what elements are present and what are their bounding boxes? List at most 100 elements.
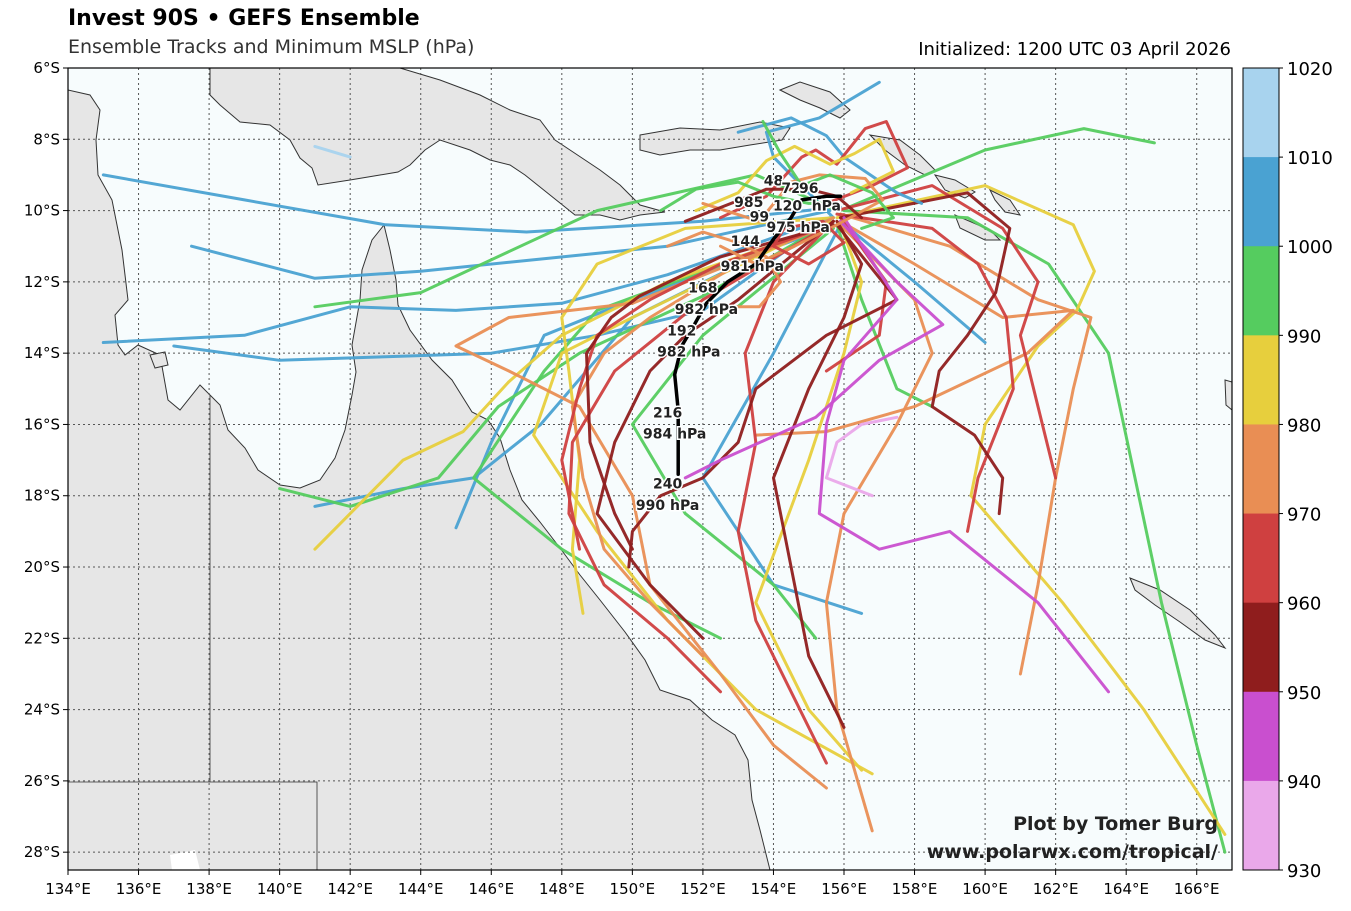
lon-tick-label: 166°E [1174, 880, 1220, 898]
ensemble-track-line [585, 223, 835, 551]
colorbar-segment [1243, 246, 1279, 336]
mean-track-label: 982 hPa [657, 345, 720, 361]
mean-track-label: 192 [667, 323, 696, 339]
lon-tick-label: 160°E [962, 880, 1008, 898]
colorbar-label: 1010 [1287, 148, 1333, 169]
mean-track-label: 985 [734, 195, 763, 211]
ensemble-track-line [839, 127, 1156, 213]
colorbar-label: 940 [1287, 772, 1321, 793]
mean-track-label: 168 [688, 281, 717, 297]
ensemble-track-line [666, 230, 782, 309]
mean-track-label: 981 hPa [721, 259, 784, 275]
lon-tick-label: 136°E [116, 880, 162, 898]
colorbar-segment [1243, 780, 1279, 871]
lat-tick-label: 22°S [24, 629, 60, 647]
colorbar-label: 960 [1287, 594, 1321, 615]
mean-track-label: 975 hPa [766, 220, 829, 236]
ensemble-track-line [824, 415, 899, 498]
ensemble-track-line [101, 173, 842, 234]
colorbar-segment [1243, 513, 1279, 604]
ensemble-track-line [454, 223, 832, 790]
ensemble-mean-track [672, 194, 843, 477]
lat-tick-label: 16°S [24, 415, 60, 433]
ensemble-track-line [839, 219, 987, 344]
ensemble-track-line [824, 219, 934, 833]
ensemble-track-line [719, 120, 909, 220]
lat-tick-label: 8°S [33, 130, 60, 148]
colorbar-label: 980 [1287, 415, 1321, 436]
new-guinea-landmass [209, 68, 666, 221]
mean-track-label: 216 [653, 405, 682, 421]
lon-tick-label: 148°E [539, 880, 585, 898]
lat-tick-label: 24°S [24, 701, 60, 719]
lon-tick-label: 156°E [821, 880, 867, 898]
chart-title: Invest 90S • GEFS Ensemble [68, 6, 420, 31]
colorbar-segment [1243, 602, 1279, 693]
graticule [68, 68, 1232, 870]
ensemble-track-line [101, 216, 832, 344]
credit-line-2: www.polarwx.com/tropical/ [927, 841, 1218, 863]
lat-tick-label: 12°S [24, 273, 60, 291]
colorbar-segment [1243, 68, 1279, 158]
ensemble-track-line [595, 219, 835, 640]
mean-track-label: 984 hPa [643, 427, 706, 443]
colorbar-segment [1243, 424, 1279, 515]
ensemble-track-line [313, 173, 839, 309]
mean-track-line [672, 194, 843, 477]
lon-tick-label: 150°E [610, 880, 656, 898]
ensemble-track-line [761, 120, 895, 230]
tasmania-hint [170, 850, 200, 870]
ensemble-track-line [683, 219, 945, 480]
ensemble-track-line [835, 223, 934, 409]
lon-tick-label: 146°E [468, 880, 514, 898]
lon-tick-label: 162°E [1033, 880, 1079, 898]
colorbar-label: 990 [1287, 326, 1321, 347]
colorbar-label: 930 [1287, 861, 1321, 882]
ensemble-track-line [278, 219, 835, 508]
ensemble-track-line [570, 216, 835, 658]
colorbar-label: 950 [1287, 683, 1321, 704]
mean-track-label: 982 hPa [675, 302, 738, 318]
lat-tick-label: 18°S [24, 487, 60, 505]
lat-tick-label: 28°S [24, 843, 60, 861]
lon-tick-label: 134°E [45, 880, 91, 898]
lon-tick-label: 152°E [680, 880, 726, 898]
land-layer [68, 68, 1232, 870]
axis-ticks: 134°E 136°E 138°E 140°E 142°E 144°E 146°E 148°E… [24, 59, 1220, 898]
lon-tick-label: 158°E [892, 880, 938, 898]
ensemble-track-line [627, 223, 899, 569]
colorbar-segment [1243, 157, 1279, 247]
mean-track-label: 240 [653, 477, 682, 493]
colorbar-label: 1000 [1287, 237, 1333, 258]
lon-tick-label: 138°E [186, 880, 232, 898]
lat-tick-label: 20°S [24, 558, 60, 576]
ensemble-track-line [772, 219, 846, 266]
ensemble-track-line [842, 209, 1227, 854]
vanuatu-islands [1224, 379, 1232, 411]
mean-track-label: 144 [731, 234, 760, 250]
mean-track-label: 96 [799, 181, 818, 197]
lat-tick-label: 26°S [24, 772, 60, 790]
chart-subtitle: Ensemble Tracks and Minimum MSLP (hPa) [68, 36, 475, 58]
ensemble-track-line [839, 191, 1012, 516]
mean-track-label: 99 [750, 209, 769, 225]
ensemble-track-line [817, 216, 1110, 694]
mean-track-label: hPa [812, 199, 841, 215]
lon-tick-label: 144°E [398, 880, 444, 898]
lat-tick-label: 10°S [24, 202, 60, 220]
ensemble-track-line [835, 184, 1227, 836]
mean-track-label: 990 hPa [636, 498, 699, 514]
ensemble-track-line [683, 187, 864, 223]
ensemble-track-line [764, 80, 881, 220]
colorbar-label: 970 [1287, 505, 1321, 526]
lon-tick-label: 164°E [1103, 880, 1149, 898]
ensemble-track-line [560, 216, 835, 615]
ensemble-track-line [701, 173, 885, 266]
lon-tick-label: 140°E [257, 880, 303, 898]
ensemble-track-line [190, 209, 832, 280]
pressure-colorbar: 1020 1010 1000 990 980 970 960 950 940 930 [1242, 59, 1333, 882]
new-caledonia-island [1129, 577, 1227, 650]
ensemble-track-line [659, 180, 839, 213]
ensemble-track-line [736, 116, 924, 205]
